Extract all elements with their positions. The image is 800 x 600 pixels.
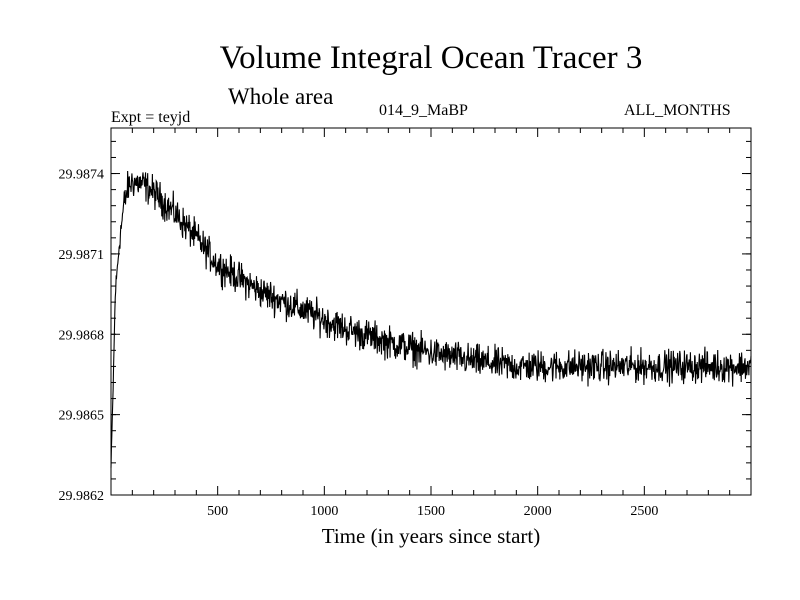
- x-tick-label: 500: [207, 504, 228, 519]
- y-tick-label: 29.9874: [59, 168, 105, 183]
- y-tick-label: 29.9865: [59, 409, 105, 424]
- chart-subtitle: Whole area: [228, 84, 334, 109]
- x-tick-label: 2500: [630, 504, 658, 519]
- x-tick-label: 1000: [310, 504, 338, 519]
- series-line: [110, 170, 752, 468]
- run-label: 014_9_MaBP: [379, 102, 468, 119]
- y-tick-label: 29.9868: [59, 328, 105, 343]
- chart-title: Volume Integral Ocean Tracer 3: [219, 40, 643, 76]
- x-tick-label: 2000: [524, 504, 552, 519]
- x-tick-label: 1500: [417, 504, 445, 519]
- y-tick-label: 29.9871: [59, 248, 105, 263]
- plot-frame: [110, 127, 752, 496]
- experiment-label: Expt = teyjd: [111, 109, 191, 126]
- x-axis-label: Time (in years since start): [321, 524, 541, 548]
- y-tick-label: 29.9862: [59, 489, 105, 504]
- months-label: ALL_MONTHS: [624, 102, 731, 119]
